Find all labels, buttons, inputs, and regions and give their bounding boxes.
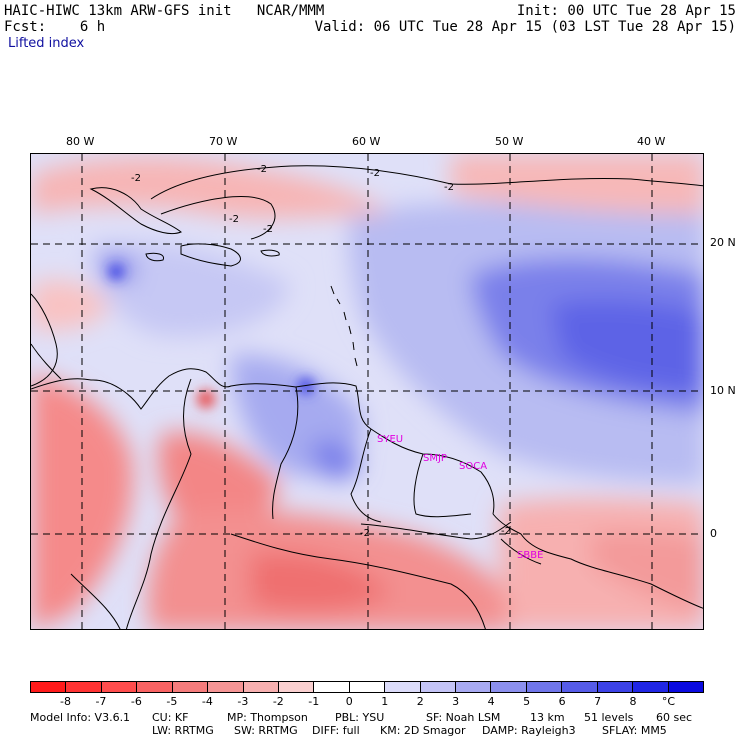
lat-label-20n: 20 N xyxy=(710,236,736,249)
color-bar-swatch xyxy=(385,682,421,692)
footer-sf: SF: Noah LSM xyxy=(426,711,501,724)
color-bar-swatch xyxy=(31,682,67,692)
map-canvas: -2 -2 -2 -2 -2 -2 -2 -2 SYEU SMJP SOCA S… xyxy=(31,154,703,629)
color-bar-swatch xyxy=(633,682,669,692)
contour-minus-2 xyxy=(150,165,703,540)
lat-label-10n: 10 N xyxy=(710,384,736,397)
variable-name: Lifted index xyxy=(8,36,85,51)
color-bar-label: 1 xyxy=(381,695,389,708)
color-bar-swatch xyxy=(314,682,350,692)
contour-label: -2 xyxy=(370,168,380,179)
color-bar-label: 0 xyxy=(345,695,353,708)
color-bar-label: -1 xyxy=(308,695,320,708)
footer-cu: CU: KF xyxy=(152,711,189,724)
footer-mp: MP: Thompson xyxy=(227,711,308,724)
color-bar-label: -2 xyxy=(272,695,284,708)
color-bar-swatch xyxy=(101,682,138,692)
lifted-index-map: -2 -2 -2 -2 -2 -2 -2 -2 SYEU SMJP SOCA S… xyxy=(30,153,704,630)
contour-label: -2 xyxy=(229,214,239,225)
lat-label-eq: 0 xyxy=(710,527,717,540)
color-bar-swatch xyxy=(137,682,173,692)
valid-time: Valid: 06 UTC Tue 28 Apr 15 (03 LST Tue … xyxy=(314,19,736,35)
color-bar-swatch xyxy=(597,682,634,692)
color-bar-label: °C xyxy=(661,695,676,708)
color-bar-label: -7 xyxy=(95,695,107,708)
footer-levels: 51 levels xyxy=(584,711,634,724)
color-bar-label: 3 xyxy=(452,695,460,708)
color-bar xyxy=(30,681,704,693)
lon-label-70w: 70 W xyxy=(209,135,238,148)
station-label-soca: SOCA xyxy=(459,461,487,472)
color-bar-swatch xyxy=(491,682,527,692)
station-label-syeu: SYEU xyxy=(377,434,403,445)
color-bar-swatch xyxy=(562,682,598,692)
footer-km: KM: 2D Smagor xyxy=(380,724,466,737)
color-bar-label: 4 xyxy=(487,695,495,708)
contour-label: -2 xyxy=(131,173,141,184)
footer-sflay: SFLAY: MM5 xyxy=(602,724,667,737)
footer-sw: SW: RRTMG xyxy=(234,724,298,737)
contour-label: -2 xyxy=(360,528,370,539)
model-title: HAIC-HIWC 13km ARW-GFS init NCAR/MMM xyxy=(4,3,325,19)
contour-label: -2 xyxy=(263,224,273,235)
color-bar-label: 8 xyxy=(629,695,637,708)
footer-resolution: 13 km xyxy=(530,711,565,724)
color-bar-swatch xyxy=(668,682,704,692)
station-label-smjp: SMJP xyxy=(423,453,447,464)
color-bar-swatch xyxy=(66,682,102,692)
lon-label-40w: 40 W xyxy=(637,135,666,148)
color-bar-swatch xyxy=(456,682,492,692)
color-bar-swatch xyxy=(208,682,244,692)
footer-damp: DAMP: Rayleigh3 xyxy=(482,724,576,737)
forecast-hour: Fcst: 6 h xyxy=(4,19,106,35)
color-bar-label: -3 xyxy=(237,695,249,708)
footer-lw: LW: RRTMG xyxy=(152,724,214,737)
color-bar-swatch xyxy=(278,682,315,692)
station-label-sbbe: SBBE xyxy=(517,550,543,561)
color-bar-swatch xyxy=(349,682,386,692)
color-bar-label: -8 xyxy=(59,695,71,708)
color-bar-label: -5 xyxy=(166,695,178,708)
lon-label-60w: 60 W xyxy=(352,135,381,148)
color-bar-label: -6 xyxy=(130,695,142,708)
color-bar-label: -4 xyxy=(201,695,213,708)
contour-label: -2 xyxy=(501,526,511,537)
init-time: Init: 00 UTC Tue 28 Apr 15 xyxy=(516,3,736,19)
lifted-index-field xyxy=(31,154,703,629)
lat-lon-grid xyxy=(31,154,703,629)
contour-label: -2 xyxy=(257,164,267,175)
color-bar-label: 7 xyxy=(594,695,602,708)
contour-labels: -2 -2 -2 -2 -2 -2 -2 -2 xyxy=(131,164,511,539)
color-bar-label: 2 xyxy=(416,695,424,708)
color-bar-swatch xyxy=(420,682,457,692)
contour-label: -2 xyxy=(444,182,454,193)
station-labels: SYEU SMJP SOCA SBBE xyxy=(377,434,543,561)
coastlines xyxy=(31,187,703,629)
color-bar-label: 6 xyxy=(558,695,566,708)
footer-pbl: PBL: YSU xyxy=(335,711,385,724)
lon-label-50w: 50 W xyxy=(495,135,524,148)
footer-timestep: 60 sec xyxy=(656,711,693,724)
color-bar-swatch xyxy=(526,682,563,692)
footer-diff: DIFF: full xyxy=(312,724,360,737)
lon-label-80w: 80 W xyxy=(66,135,95,148)
footer-model-info: Model Info: V3.6.1 xyxy=(30,711,131,724)
color-bar-swatch xyxy=(172,682,209,692)
color-bar-swatch xyxy=(243,682,279,692)
color-bar-label: 5 xyxy=(523,695,531,708)
